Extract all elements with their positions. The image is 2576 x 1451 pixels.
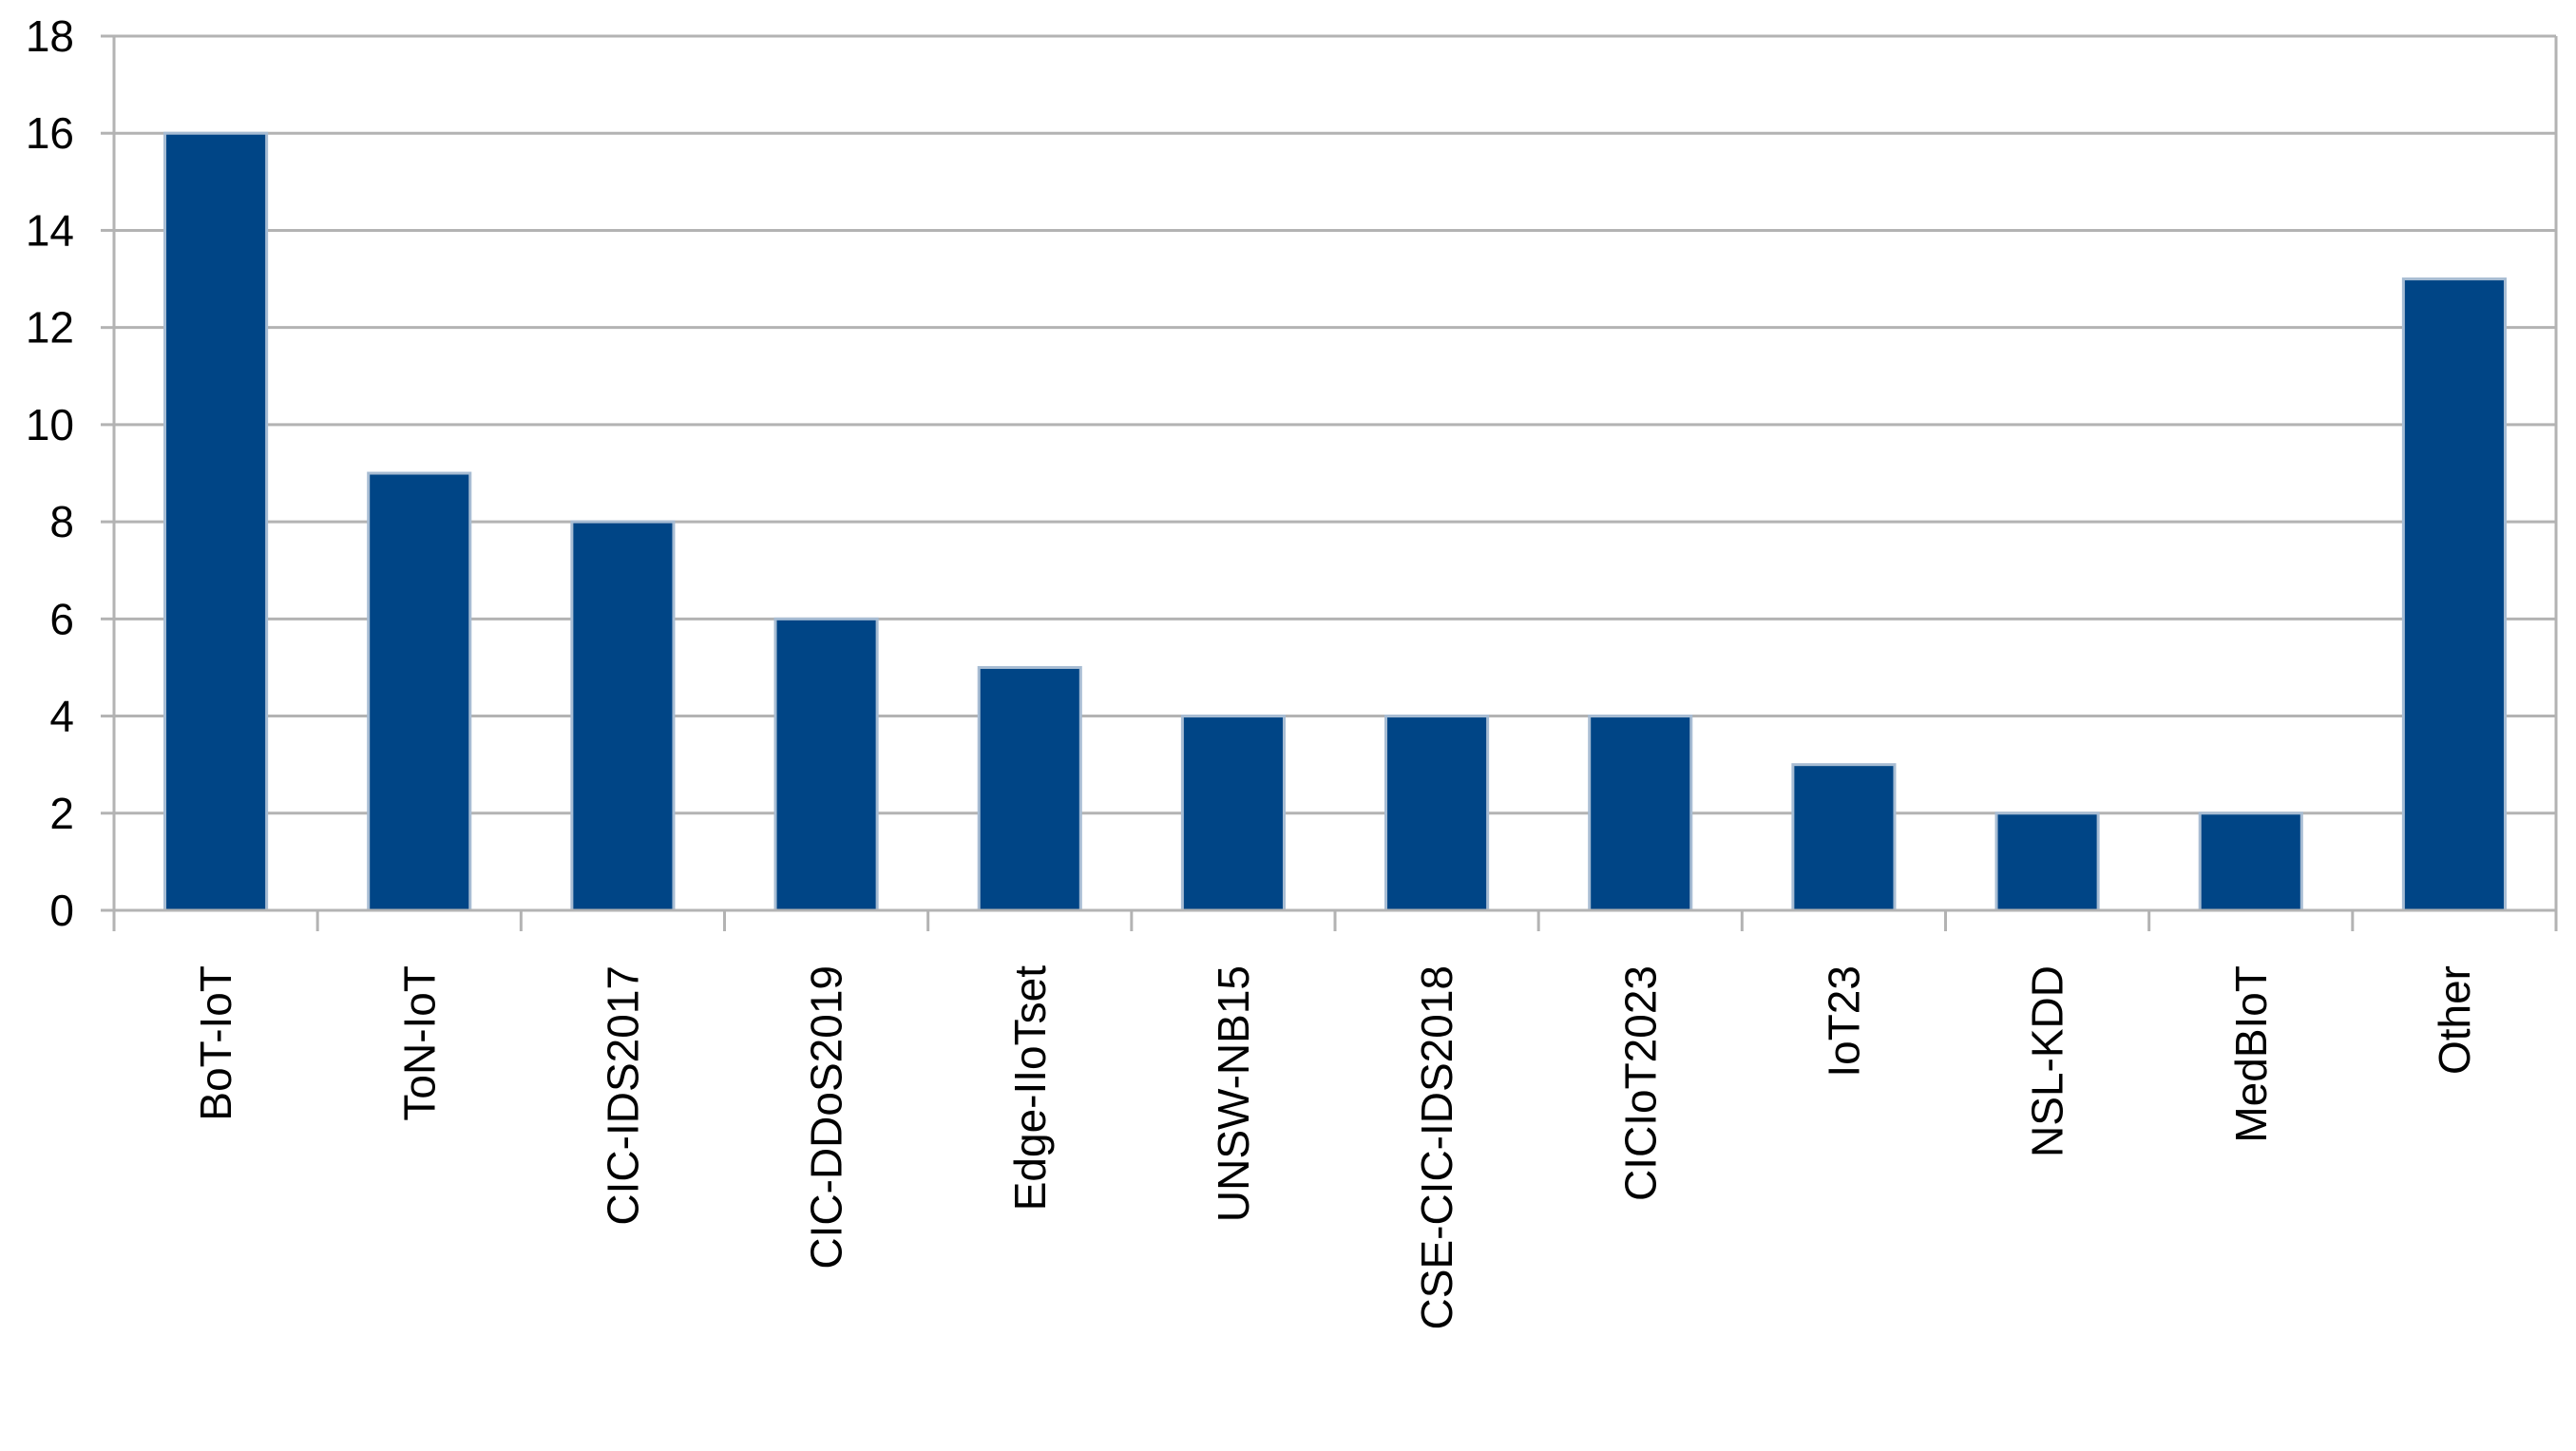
y-tick-label: 14 [26,205,74,255]
y-tick-label: 6 [49,594,74,643]
y-tick-labels: 0 2 4 6 8 10 12 14 16 18 [26,11,74,935]
bar-BoT-IoT [163,131,269,912]
bar-NSL-KDD [1994,811,2100,912]
bar-Edge-IIoTset [977,665,1082,912]
x-tick-labels: BoT-IoT ToN-IoT CIC-IDS2017 CIC-DDoS2019 Edg… [191,965,2479,1330]
x-tick-label: CICIoT2023 [1615,965,1665,1201]
x-tick-label: IoT23 [1819,965,1868,1078]
bar-Other [2401,277,2507,912]
x-tick-label: CSE-CIC-IDS2018 [1412,965,1461,1329]
bar-ToN-IoT [367,471,472,912]
x-tick-label: CIC-DDoS2019 [802,965,851,1270]
x-tick-label: Edge-IIoTset [1005,965,1055,1211]
y-tick-label: 16 [26,108,74,158]
bar-MedBIoT [2198,811,2303,912]
x-tick-label: NSL-KDD [2023,965,2072,1157]
y-tick-label: 2 [49,789,74,838]
bar-IoT23 [1791,763,1897,912]
axes [101,34,2558,931]
x-tick-label: MedBIoT [2226,965,2276,1143]
y-tick-label: 4 [49,692,74,741]
gridlines [114,34,2556,912]
bar-CICIoT2023 [1588,715,1693,912]
x-tick-label: Other [2430,965,2479,1075]
x-tick-label: CIC-IDS2017 [598,965,647,1226]
x-tick-label: ToN-IoT [394,965,444,1121]
y-tick-label: 18 [26,11,74,61]
x-tick-label: BoT-IoT [191,965,240,1121]
y-tick-label: 12 [26,303,74,353]
bar-CSE-CIC-IDS2018 [1384,715,1490,912]
y-tick-label: 10 [26,400,74,449]
bar-UNSW-NB15 [1180,715,1286,912]
x-tick-label: UNSW-NB15 [1209,965,1258,1222]
y-tick-label: 0 [49,886,74,935]
bar-CIC-DDoS2019 [773,617,879,912]
bar-CIC-IDS2017 [570,520,676,912]
y-tick-label: 8 [49,497,74,546]
